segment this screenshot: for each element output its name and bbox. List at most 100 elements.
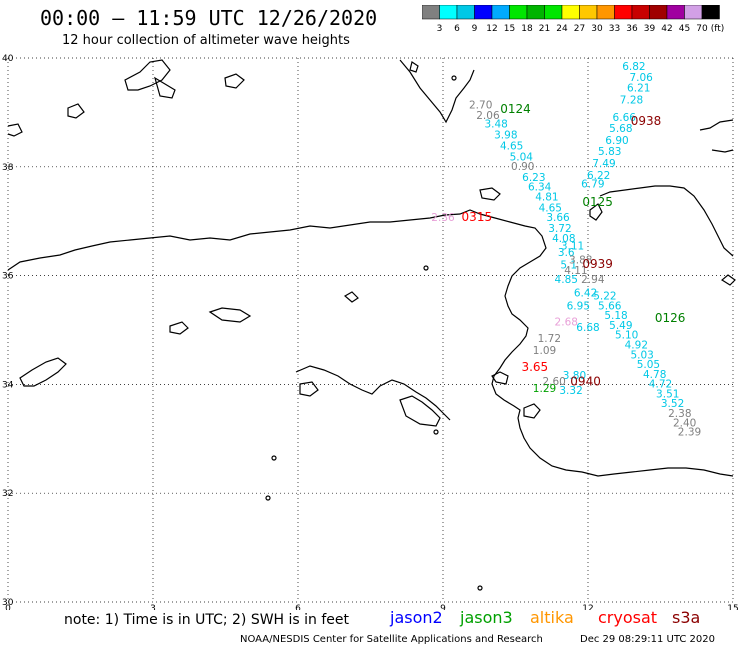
- pass-label: 0938: [631, 114, 662, 128]
- pass-label: 0125: [582, 195, 613, 209]
- map-title: 00:00 – 11:59 UTC 12/26/2020: [40, 6, 378, 30]
- map-subtitle: 12 hour collection of altimeter wave hei…: [62, 33, 350, 48]
- lon-label: 9: [440, 604, 446, 610]
- gulf-gabes: [295, 365, 451, 421]
- wave-height-colorbar: 3 6 9 12 15 18 21 24 27 30 33 36 39 42 45 70 (ft): [422, 5, 725, 33]
- pass-labels: 0124 0938 0315 0125 0939 0126 0940 3.65: [462, 102, 686, 389]
- wave-height-value: 2.60: [542, 376, 565, 388]
- wave-height-value: 3.88: [569, 255, 592, 267]
- wave-height-value: 5.83: [598, 146, 621, 158]
- wave-height-value: 2.36: [431, 212, 455, 224]
- satellite-legend-altika: altika: [530, 608, 574, 627]
- colorbar-label: 18: [521, 24, 533, 33]
- colorbar-label: 15: [504, 24, 515, 33]
- satellite-legend-jason3: jason3: [460, 608, 513, 627]
- wave-height-value: 2.70: [469, 100, 492, 112]
- wave-height-value: 2.39: [678, 427, 701, 439]
- islet-2: [271, 455, 277, 461]
- lat-label: 34: [2, 380, 14, 390]
- lat-label: 38: [2, 163, 14, 173]
- wave-height-value: 4.11: [564, 265, 587, 277]
- wave-height-value: 4.72: [649, 379, 672, 391]
- wave-height-value: 5.1: [560, 260, 577, 272]
- satellite-legend-jason2: jason2: [390, 608, 443, 627]
- coastline: [7, 59, 736, 591]
- wave-height-value: 3.52: [661, 398, 684, 410]
- wave-height-value: 2.68: [555, 317, 578, 329]
- colorbar-label: 12: [486, 24, 497, 33]
- wave-height-value: 7.06: [629, 72, 653, 84]
- wave-height-value: 5.49: [609, 320, 632, 332]
- wave-height-value: 4.85: [555, 274, 578, 286]
- wave-height-value: 6.22: [587, 170, 610, 182]
- satellite-legend-s3a: s3a: [672, 608, 701, 627]
- wave-height-value: 7.28: [620, 95, 643, 107]
- islet-1: [265, 495, 271, 501]
- lon-label: 0: [5, 604, 11, 610]
- pass-label: 0315: [462, 210, 493, 224]
- lat-label: 30: [2, 598, 14, 608]
- lat-label: 36: [2, 272, 14, 282]
- wave-height-value: 4.92: [625, 339, 648, 351]
- wave-height-value: 6.82: [622, 61, 645, 73]
- pass-label: 3.65: [521, 360, 548, 374]
- wave-height-value: 4.78: [643, 369, 666, 381]
- satellite-legend-cryosat: cryosat: [598, 608, 658, 627]
- colorbar-label: 36: [626, 24, 638, 33]
- pass-label: 0124: [500, 102, 531, 116]
- wave-height-value: 4.08: [552, 233, 575, 245]
- coastal-island: [399, 395, 441, 427]
- small-island-3: [343, 291, 359, 303]
- mallorca-island: [124, 59, 171, 91]
- wave-height-value: 5.03: [630, 349, 653, 361]
- ibiza-island: [67, 103, 85, 119]
- wave-height-value: 5.66: [598, 300, 622, 312]
- small-island-2: [208, 307, 252, 323]
- wave-height-value: 5.18: [604, 310, 627, 322]
- west-island: [299, 381, 319, 397]
- wave-height-value: 2.94: [581, 274, 605, 286]
- colorbar-label: 42: [661, 24, 672, 33]
- wave-height-value: 5.05: [637, 359, 660, 371]
- altimeter-tracks: 3.483.984.655.046.236.344.814.653.663.72…: [431, 61, 701, 439]
- wave-height-value: 3.72: [548, 223, 571, 235]
- islet-6: [451, 75, 457, 81]
- wave-height-value: 1.09: [533, 345, 556, 357]
- sicily-coast: [599, 185, 734, 257]
- wave-height-value: 6.66: [613, 112, 637, 124]
- wave-height-value: 3.66: [546, 212, 570, 224]
- wave-height-value: 2.40: [673, 417, 696, 429]
- colorbar-label: 27: [574, 24, 585, 33]
- colorbar-label: 9: [472, 24, 478, 33]
- mallorca-east: [154, 76, 176, 99]
- north-africa-coast: [7, 209, 734, 477]
- wave-height-value: 6.90: [605, 135, 628, 147]
- colorbar-label: 33: [609, 24, 620, 33]
- footer-note: note: 1) Time is in UTC; 2) SWH is in fe…: [64, 612, 350, 628]
- djerba-island: [523, 403, 541, 419]
- wave-height-value: 6.23: [522, 172, 545, 184]
- lon-label: 15: [727, 604, 738, 610]
- wave-height-value: 6.42: [574, 287, 597, 299]
- wave-height-value: 4.65: [500, 140, 523, 152]
- wave-height-value: 5.04: [510, 151, 534, 163]
- wave-height-value: 3.32: [559, 385, 582, 397]
- lon-label: 12: [582, 604, 593, 610]
- malta-island: [720, 274, 736, 286]
- wave-height-value: 4.81: [535, 192, 558, 204]
- kerkennah: [491, 371, 509, 385]
- wave-height-value: 3.51: [656, 388, 679, 400]
- wave-height-value: 3.80: [563, 370, 586, 382]
- colorbar-label: 6: [454, 24, 460, 33]
- wave-height-value: 6.34: [528, 182, 552, 194]
- colorbar-label: 21: [539, 24, 550, 33]
- footer-timestamp: Dec 29 08:29:11 UTC 2020: [580, 634, 715, 645]
- wave-height-value: 3.48: [484, 119, 507, 131]
- colorbar-label: 24: [556, 24, 568, 33]
- colorbar-label: 30: [591, 24, 603, 33]
- colorbar-unit: (ft): [711, 24, 725, 33]
- colorbar-swatch: [701, 5, 720, 20]
- lon-label: 3: [150, 604, 156, 610]
